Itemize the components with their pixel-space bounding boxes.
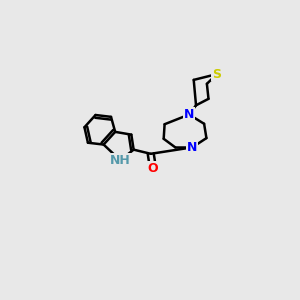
Text: O: O — [148, 162, 158, 175]
Text: N: N — [184, 108, 194, 121]
Text: NH: NH — [110, 154, 130, 167]
Text: N: N — [187, 141, 197, 154]
Text: S: S — [212, 68, 221, 81]
